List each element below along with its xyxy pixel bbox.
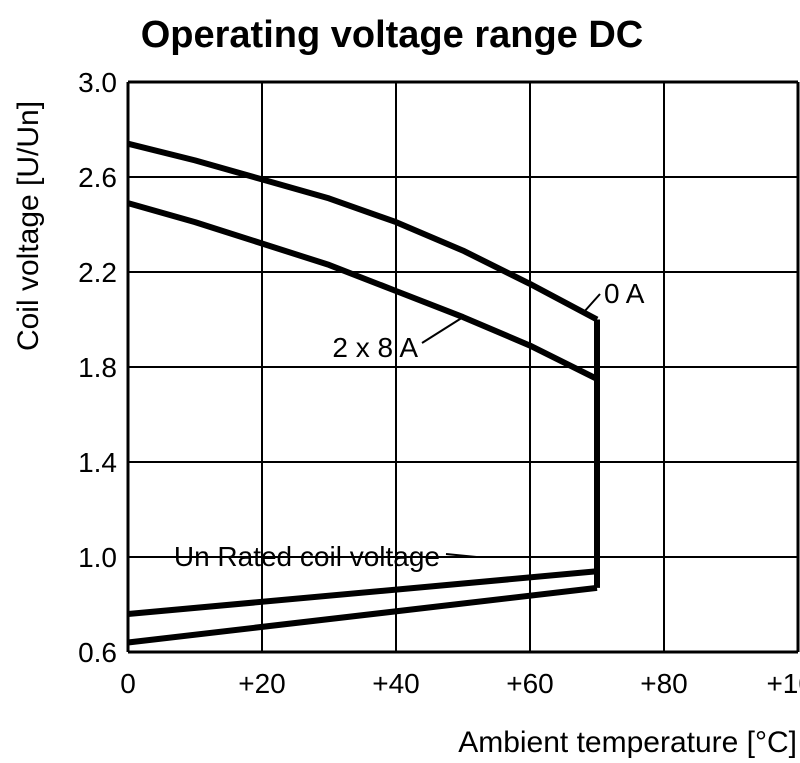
series-line-1 (127, 200, 599, 382)
annotation-leader (421, 316, 464, 344)
y-tick-labels: 0.6 1.0 1.4 1.8 2.2 2.6 3.0 (78, 67, 117, 668)
x-tick-label: +60 (506, 668, 554, 699)
y-tick-label: 1.0 (78, 542, 117, 573)
annotation-layer: 0 A 2 x 8 A Un Rated coil voltage (174, 278, 645, 572)
chart-title: Operating voltage range DC (141, 14, 644, 56)
y-tick-label: 1.4 (78, 447, 117, 478)
series-line-3 (127, 584, 598, 646)
annotation-label: Un Rated coil voltage (174, 541, 440, 572)
x-tick-label: +20 (238, 668, 286, 699)
y-tick-label: 2.6 (78, 162, 117, 193)
annotation-leader (582, 293, 601, 314)
y-tick-label: 3.0 (78, 67, 117, 98)
y-tick-label: 0.6 (78, 637, 117, 668)
series-line-2 (127, 568, 598, 617)
y-tick-label: 2.2 (78, 257, 117, 288)
annotation-label: 0 A (604, 278, 645, 309)
x-tick-label: +40 (372, 668, 420, 699)
series-layer (127, 140, 600, 646)
series-line-0 (127, 140, 599, 323)
x-tick-label: 0 (120, 668, 136, 699)
x-tick-labels: 0 +20 +40 +60 +80 +100 (120, 668, 800, 699)
y-axis-label: Coil voltage [U/Un] (12, 101, 45, 351)
annotation-leader (445, 553, 477, 558)
x-axis-label: Ambient temperature [°C] (458, 726, 797, 759)
annotation-label: 2 x 8 A (332, 332, 418, 363)
x-tick-label: +80 (640, 668, 688, 699)
grid (126, 80, 800, 654)
y-tick-label: 1.8 (78, 352, 117, 383)
x-tick-label: +100 (766, 668, 800, 699)
